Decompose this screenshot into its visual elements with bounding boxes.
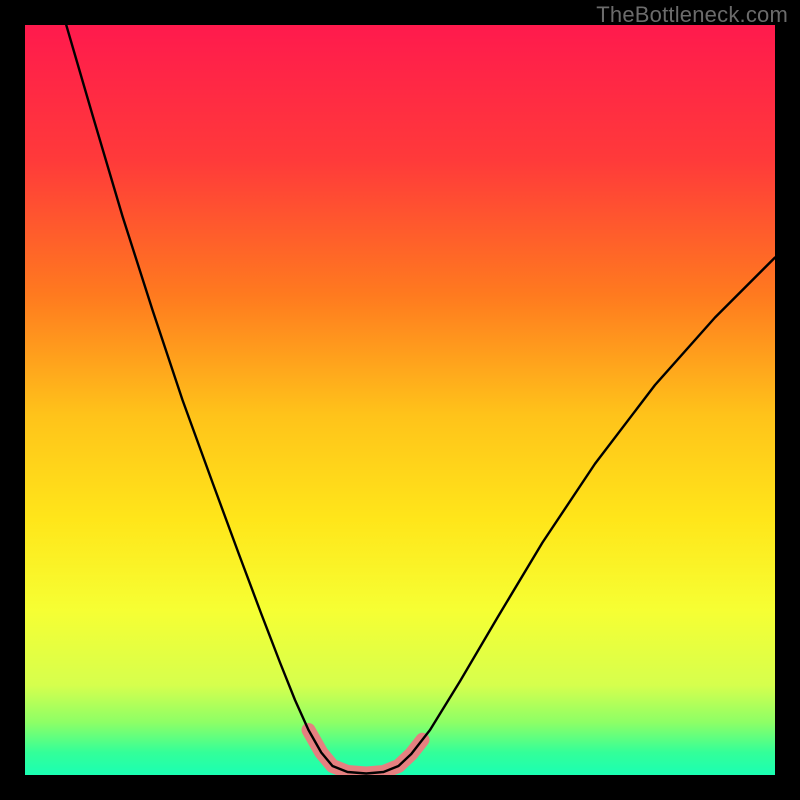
bottleneck-chart (0, 0, 800, 800)
chart-frame: TheBottleneck.com (0, 0, 800, 800)
